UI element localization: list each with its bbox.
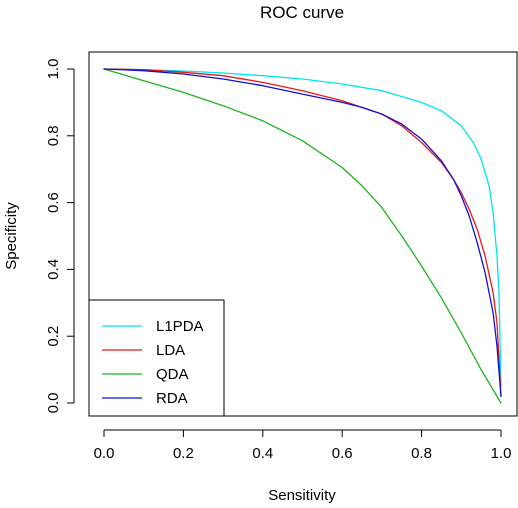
x-tick-label: 0.2: [173, 445, 194, 462]
series-line-l1pda: [103, 68, 502, 387]
x-axis-title: Sensitivity: [268, 487, 336, 504]
plot-frame: [88, 51, 518, 417]
legend-label-qda: QDA: [156, 366, 189, 383]
x-tick-label: 1.0: [491, 445, 512, 462]
y-tick-label: 0.6: [45, 192, 62, 213]
series-line-lda: [103, 68, 502, 397]
legend-box: [88, 299, 225, 417]
y-tick-label: 0.2: [45, 326, 62, 347]
y-tick-label: 0.4: [45, 259, 62, 280]
y-ticks: 0.0 0.2 0.4 0.6 0.8 1.0: [45, 59, 74, 414]
legend-label-l1pda: L1PDA: [156, 318, 204, 335]
x-axis: 0.0 0.2 0.4 0.6 0.8 1.0: [94, 429, 512, 462]
y-axis: 0.0 0.2 0.4 0.6 0.8 1.0: [45, 59, 75, 414]
y-tick-label: 1.0: [45, 59, 62, 80]
series-line-qda: [103, 68, 502, 404]
legend-label-lda: LDA: [156, 342, 185, 359]
legend-label-rda: RDA: [156, 390, 188, 407]
y-tick-label: 0.0: [45, 393, 62, 414]
x-tick-label: 0.0: [94, 445, 115, 462]
x-tick-label: 0.4: [252, 445, 273, 462]
y-tick-label: 0.8: [45, 125, 62, 146]
chart-title: ROC curve: [260, 3, 344, 22]
plot-area: [88, 51, 518, 417]
y-axis-title: Specificity: [3, 202, 20, 270]
legend-items: L1PDA LDA QDA RDA: [102, 318, 204, 407]
x-tick-label: 0.6: [332, 445, 353, 462]
x-ticks: 0.0 0.2 0.4 0.6 0.8 1.0: [94, 430, 512, 462]
series-line-rda: [103, 68, 502, 397]
series-layer: [103, 68, 502, 404]
legend: L1PDA LDA QDA RDA: [88, 299, 225, 417]
x-tick-label: 0.8: [411, 445, 432, 462]
